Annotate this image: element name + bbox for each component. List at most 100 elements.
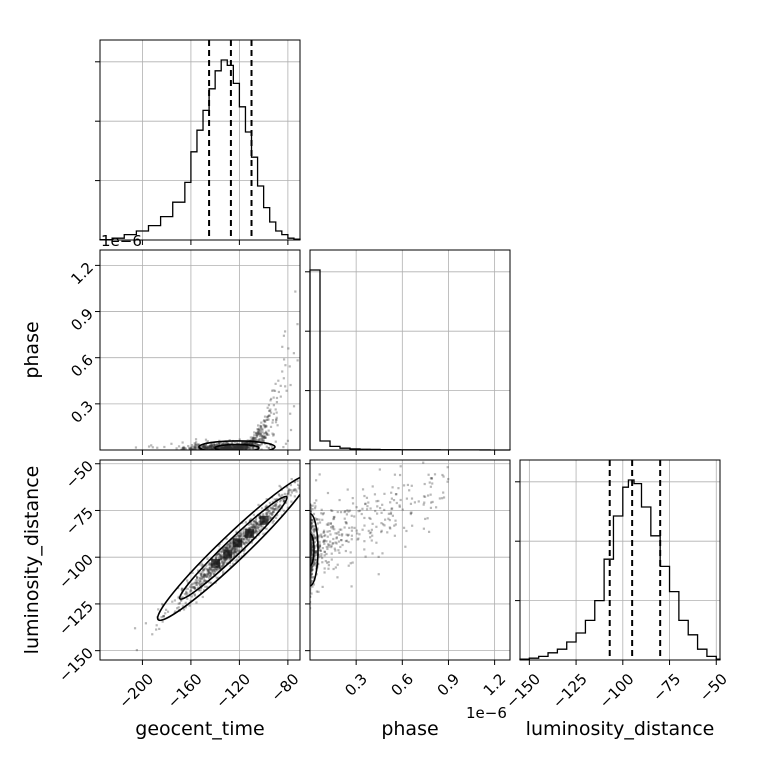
pair-geocent_time-phase-point-268 bbox=[210, 448, 214, 450]
pair-geocent_time-phase-point-103 bbox=[221, 447, 224, 450]
pair-geocent_time-luminosity_distance-point-472 bbox=[212, 569, 215, 572]
pair-phase-luminosity_distance-point-617 bbox=[320, 553, 323, 556]
pair-phase-luminosity_distance-point-452 bbox=[423, 495, 427, 498]
pair-geocent_time-phase-point-707 bbox=[242, 446, 246, 449]
pair-geocent_time-luminosity_distance-point-427 bbox=[287, 490, 290, 493]
pair-geocent_time-phase-point-363 bbox=[236, 446, 239, 450]
pair-geocent_time-phase-point-264 bbox=[224, 446, 227, 450]
pair-geocent_time-phase-point-438 bbox=[235, 447, 239, 450]
pair-phase-luminosity_distance-point-853 bbox=[310, 553, 312, 556]
pair-phase-luminosity_distance-point-298 bbox=[310, 549, 312, 553]
pair-geocent_time-luminosity_distance-point-836 bbox=[283, 492, 286, 496]
pair-phase-luminosity_distance-point-464 bbox=[350, 538, 353, 541]
pair-phase-luminosity_distance-point-4 bbox=[344, 549, 347, 553]
pair-geocent_time-luminosity_distance-point-156 bbox=[279, 486, 282, 489]
pair-geocent_time-phase-point-825 bbox=[257, 444, 261, 447]
pair-geocent_time-phase-point-748 bbox=[237, 446, 240, 449]
pair-phase-luminosity_distance-point-112 bbox=[310, 554, 312, 557]
pair-geocent_time-luminosity_distance-point-172 bbox=[198, 588, 201, 591]
pair-phase-luminosity_distance-point-229 bbox=[363, 540, 366, 543]
pair-geocent_time-phase-point-631 bbox=[241, 446, 245, 450]
pair-geocent_time-luminosity_distance-point-226 bbox=[231, 547, 235, 551]
pair-phase-luminosity_distance-point-607 bbox=[331, 542, 334, 545]
pair-geocent_time-phase-point-885 bbox=[191, 448, 194, 450]
pair-geocent_time-luminosity_distance-point-669 bbox=[191, 582, 194, 586]
pair-geocent_time-luminosity_distance-point-176 bbox=[245, 527, 248, 530]
pair-phase-luminosity_distance-point-640 bbox=[312, 529, 315, 532]
pair-phase-luminosity_distance-point-251 bbox=[376, 505, 379, 508]
pair-phase-luminosity_distance-point-753 bbox=[364, 502, 367, 505]
pair-phase-luminosity_distance-point-356 bbox=[409, 511, 412, 514]
pair-geocent_time-phase-point-285 bbox=[271, 418, 275, 422]
pair-geocent_time-luminosity_distance-point-395 bbox=[314, 476, 316, 478]
pair-geocent_time-luminosity_distance-point-844 bbox=[254, 519, 258, 522]
pair-geocent_time-luminosity_distance-point-596 bbox=[209, 562, 212, 565]
pair-geocent_time-phase-point-201 bbox=[245, 446, 248, 449]
pair-geocent_time-luminosity_distance-point-392 bbox=[252, 513, 255, 516]
pair-geocent_time-luminosity_distance-point-282 bbox=[234, 551, 237, 554]
pair-geocent_time-luminosity_distance-point-516 bbox=[231, 539, 234, 542]
pair-geocent_time-luminosity_distance-point-682 bbox=[193, 594, 197, 597]
pair-geocent_time-luminosity_distance-point-148 bbox=[160, 616, 163, 619]
pair-phase-luminosity_distance-point-453 bbox=[310, 550, 312, 553]
pair-geocent_time-phase-point-271 bbox=[274, 421, 278, 424]
pair-phase-luminosity_distance-point-793 bbox=[429, 493, 432, 496]
pair-geocent_time-luminosity_distance-point-484 bbox=[232, 546, 235, 550]
pair-geocent_time-luminosity_distance-point-533 bbox=[221, 572, 225, 575]
pair-geocent_time-luminosity_distance-xtick-label-3: −80 bbox=[268, 670, 303, 705]
pair-geocent_time-luminosity_distance-point-154 bbox=[218, 555, 221, 558]
pair-geocent_time-phase-point-544 bbox=[262, 420, 265, 423]
pair-geocent_time-luminosity_distance-point-854 bbox=[201, 595, 204, 599]
pair-phase-luminosity_distance-point-796 bbox=[310, 565, 314, 568]
pair-geocent_time-phase-point-232 bbox=[235, 445, 238, 449]
pair-geocent_time-luminosity_distance-point-739 bbox=[273, 508, 277, 511]
pair-geocent_time-luminosity_distance-point-820 bbox=[188, 604, 191, 607]
pair-phase-luminosity_distance-point-492 bbox=[310, 520, 312, 523]
pair-geocent_time-phase-point-121 bbox=[226, 448, 229, 450]
pair-geocent_time-phase-point-861 bbox=[214, 444, 217, 447]
pair-phase-luminosity_distance-point-380 bbox=[343, 526, 346, 529]
pair-phase-luminosity_distance-point-186 bbox=[310, 536, 312, 539]
pair-phase-luminosity_distance-point-159 bbox=[410, 497, 414, 500]
pair-phase-luminosity_distance-point-627 bbox=[310, 558, 312, 561]
pair-geocent_time-phase-point-764 bbox=[251, 447, 255, 450]
pair-geocent_time-luminosity_distance-point-547 bbox=[178, 602, 181, 605]
pair-phase-luminosity_distance-point-777 bbox=[310, 548, 312, 551]
pair-geocent_time-luminosity_distance-point-554 bbox=[242, 542, 245, 545]
pair-geocent_time-phase-point-551 bbox=[228, 448, 231, 450]
pair-phase-luminosity_distance-point-892 bbox=[446, 480, 449, 483]
pair-geocent_time-luminosity_distance-point-885 bbox=[272, 510, 275, 514]
pair-geocent_time-luminosity_distance-point-632 bbox=[200, 577, 203, 581]
pair-phase-luminosity_distance-point-632 bbox=[377, 573, 380, 576]
pair-geocent_time-phase-point-891 bbox=[273, 389, 277, 392]
pair-geocent_time-luminosity_distance-point-707 bbox=[188, 585, 192, 588]
pair-phase-luminosity_distance-point-413 bbox=[327, 564, 330, 567]
pair-geocent_time-luminosity_distance-point-448 bbox=[225, 546, 229, 549]
pair-geocent_time-luminosity_distance-point-30 bbox=[223, 559, 226, 562]
pair-geocent_time-phase-point-224 bbox=[240, 444, 243, 447]
pair-geocent_time-luminosity_distance-point-379 bbox=[286, 495, 289, 498]
pair-geocent_time-phase-point-199 bbox=[241, 447, 244, 450]
pair-geocent_time-phase-point-278 bbox=[219, 447, 222, 450]
pair-geocent_time-phase-point-66 bbox=[210, 447, 213, 450]
pair-phase-luminosity_distance-point-427 bbox=[375, 500, 378, 503]
pair-geocent_time-phase-point-187 bbox=[238, 445, 241, 448]
pair-geocent_time-phase-point-542 bbox=[234, 448, 237, 450]
pair-phase-luminosity_distance-point-367 bbox=[310, 568, 312, 571]
pair-geocent_time-phase-point-151 bbox=[182, 445, 185, 449]
pair-geocent_time-luminosity_distance-point-880 bbox=[181, 587, 184, 590]
pair-geocent_time-phase-point-739 bbox=[241, 441, 245, 444]
pair-geocent_time-luminosity_distance-point-481 bbox=[240, 534, 243, 537]
pair-phase-luminosity_distance-point-31 bbox=[310, 547, 312, 551]
pair-geocent_time-luminosity_distance-point-740 bbox=[195, 581, 198, 585]
pair-phase-luminosity_distance-point-713 bbox=[310, 531, 312, 534]
pair-geocent_time-phase-point-723 bbox=[225, 445, 228, 448]
pair-phase-luminosity_distance-point-319 bbox=[310, 560, 312, 564]
pair-geocent_time-luminosity_distance-point-847 bbox=[233, 550, 236, 553]
pair-phase-luminosity_distance-point-494 bbox=[310, 535, 312, 538]
pair-phase-luminosity_distance-point-207 bbox=[310, 534, 312, 537]
pair-phase-luminosity_distance-point-531 bbox=[346, 488, 349, 491]
pair-phase-luminosity_distance-point-13 bbox=[324, 559, 327, 563]
pair-geocent_time-luminosity_distance-point-165 bbox=[199, 573, 203, 576]
pair-phase-luminosity_distance-point-362 bbox=[310, 565, 313, 568]
